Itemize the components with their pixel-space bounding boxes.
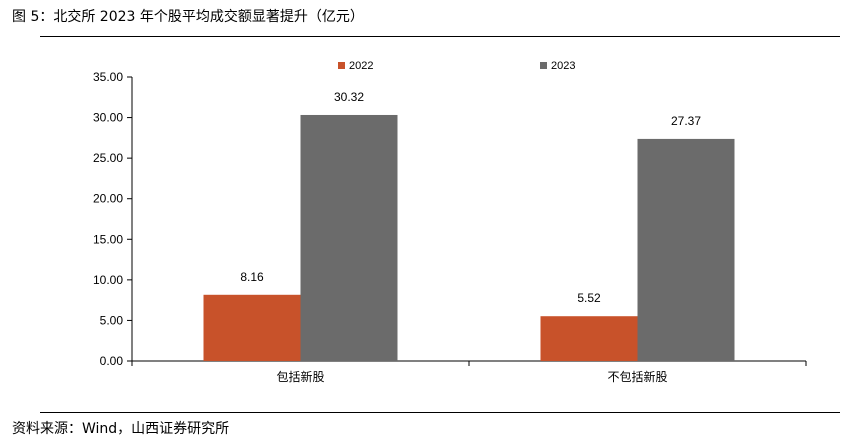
y-tick-label: 20.00 [93,192,123,206]
y-tick-label: 15.00 [93,232,123,246]
x-category-label: 不包括新股 [607,369,667,384]
data-label: 8.16 [240,270,264,284]
figure-title: 图 5：北交所 2023 年个股平均成交额显著提升（亿元） [12,9,364,25]
data-label: 27.37 [671,114,701,128]
bottom-rule [40,412,840,413]
source-note: 资料来源：Wind，山西证券研究所 [12,421,230,437]
bar-2023-1 [637,138,735,361]
bar-2023-0 [300,114,398,361]
top-rule [40,36,840,37]
y-tick-label: 10.00 [93,273,123,287]
data-label: 5.52 [577,291,601,305]
bar-2022-0 [203,294,301,361]
legend-label: 2022 [349,60,373,72]
y-tick-label: 0.00 [100,354,124,368]
x-category-label: 包括新股 [276,369,324,384]
data-label: 30.32 [334,90,364,104]
y-tick-label: 30.00 [93,111,123,125]
legend-swatch-2022 [338,62,345,69]
y-tick-label: 5.00 [100,313,124,327]
legend-swatch-2023 [540,62,547,69]
y-tick-label: 35.00 [93,70,123,84]
legend-label: 2023 [551,60,575,72]
bar-2022-1 [540,316,638,361]
y-tick-label: 25.00 [93,151,123,165]
